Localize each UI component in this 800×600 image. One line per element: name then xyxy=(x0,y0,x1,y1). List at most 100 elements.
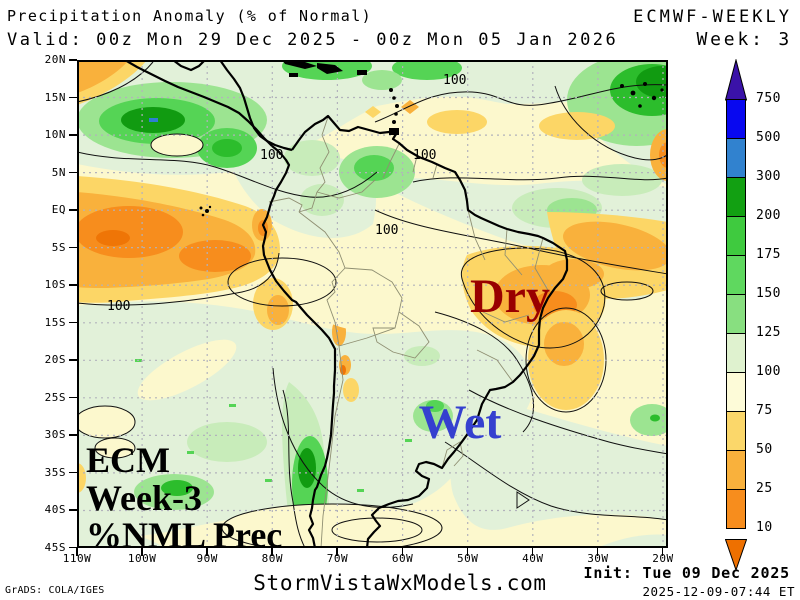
pale-yellow-patches xyxy=(77,133,445,548)
lon-tick-70W xyxy=(336,548,338,556)
page-title: Precipitation Anomaly (% of Normal) xyxy=(7,7,373,25)
colorbar-segment-9 xyxy=(726,450,746,490)
country-borders xyxy=(268,116,550,548)
colorbar-segment-4 xyxy=(726,255,746,295)
watermark-line1: ECM xyxy=(86,440,170,480)
lat-label-25S: 25S xyxy=(44,390,66,404)
lon-label-80W: 80W xyxy=(261,552,284,565)
lat-tick-15N xyxy=(69,96,77,99)
lat-label-20N: 20N xyxy=(44,53,66,66)
lat-tick-30S xyxy=(69,434,77,436)
contour-label-100: 100 xyxy=(443,73,466,88)
lat-tick-10S xyxy=(69,284,77,286)
orange-anomaly-blobs xyxy=(77,60,668,493)
lon-tick-60W xyxy=(401,548,404,556)
lon-label-50W: 50W xyxy=(456,552,479,565)
lat-label-35S: 35S xyxy=(44,465,66,479)
colorbar-label-50: 50 xyxy=(756,442,773,457)
lat-tick-20S xyxy=(69,359,77,361)
contour-label-100: 100 xyxy=(413,148,436,163)
lon-tick-20W xyxy=(661,548,664,556)
contour-lines xyxy=(77,61,668,548)
lat-label-15N: 15N xyxy=(44,90,66,104)
lon-tick-80W xyxy=(271,548,273,556)
colorbar-segment-10 xyxy=(726,489,746,529)
lon-tick-110W xyxy=(76,548,78,556)
init-time: Init: Tue 09 Dec 2025 xyxy=(583,564,790,582)
grads-credit: GrADS: COLA/IGES xyxy=(5,585,105,596)
watermark: ECM Week-3 %NML Prec xyxy=(86,440,282,548)
lat-label-40S: 40S xyxy=(44,503,66,517)
colorbar-label-175: 175 xyxy=(756,247,781,262)
site-branding: StormVistaWxModels.com xyxy=(253,571,547,595)
lon-label-20W: 20W xyxy=(652,552,674,565)
colorbar-segment-8 xyxy=(726,411,746,451)
lat-tick-15S xyxy=(69,321,77,324)
colorbar-bottom-arrow xyxy=(725,539,747,571)
lon-label-110W: 110W xyxy=(62,552,92,565)
lat-label-10S: 10S xyxy=(44,278,66,292)
colorbar-label-750: 750 xyxy=(756,91,781,106)
lat-tick-5N xyxy=(69,171,77,174)
model-name: ECMWF-WEEKLY xyxy=(633,7,792,27)
wet-annotation: Wet xyxy=(419,396,502,449)
colorbar-label-200: 200 xyxy=(756,208,781,223)
lat-tick-10N xyxy=(69,134,77,136)
colorbar-label-75: 75 xyxy=(756,403,773,418)
gridlines xyxy=(77,60,668,548)
colorbar-segment-7 xyxy=(726,372,746,412)
colorbar-label-10: 10 xyxy=(756,520,773,535)
colorbar-segment-2 xyxy=(726,177,746,217)
colorbar-bottom-arrow-shape xyxy=(725,539,747,571)
lon-label-90W: 90W xyxy=(196,552,218,565)
lon-tick-40W xyxy=(531,548,534,556)
colorbar-label-100: 100 xyxy=(756,364,781,379)
lat-label-30S: 30S xyxy=(44,428,66,442)
lat-label-15S: 15S xyxy=(44,315,66,329)
week-number: Week: 3 xyxy=(696,29,792,50)
contour-label-100: 100 xyxy=(107,299,130,314)
colorbar-label-300: 300 xyxy=(756,169,781,184)
lon-label-100W: 100W xyxy=(127,552,157,565)
lat-label-20S: 20S xyxy=(44,353,66,367)
lon-label-60W: 60W xyxy=(391,552,414,565)
creation-timestamp: 2025-12-09-07:44 ET xyxy=(642,584,795,599)
lon-tick-100W xyxy=(141,548,143,556)
lon-label-40W: 40W xyxy=(522,552,544,565)
colorbar-top-arrow xyxy=(725,59,747,101)
colorbar-segment-6 xyxy=(726,333,746,373)
lat-tick-45S xyxy=(69,546,77,549)
lat-tick-35S xyxy=(69,471,77,474)
map-frame xyxy=(77,60,668,548)
lon-label-70W: 70W xyxy=(326,552,349,565)
contour-value-labels: 100 100 100 100 100 xyxy=(107,73,466,314)
lat-tick-25S xyxy=(69,396,77,399)
contour-label-100: 100 xyxy=(260,148,283,163)
colorbar-label-150: 150 xyxy=(756,286,781,301)
lat-tick-5S xyxy=(69,246,77,249)
colorbar-segment-1 xyxy=(726,138,746,178)
lat-tick-20N xyxy=(69,59,77,61)
islands xyxy=(199,60,664,217)
colorbar-segment-3 xyxy=(726,216,746,256)
precipitation-anomaly-map: 100 100 100 100 100 Dry Wet ECM Week-3 %… xyxy=(77,60,668,548)
valid-period: Valid: 00z Mon 29 Dec 2025 - 00z Mon 05 … xyxy=(7,30,619,50)
watermark-line3: %NML Prec xyxy=(86,515,282,548)
colorbar-segment-0 xyxy=(726,99,746,139)
dry-annotation: Dry xyxy=(470,270,550,323)
watermark-line2: Week-3 xyxy=(86,478,202,518)
colorbar-label-25: 25 xyxy=(756,481,773,496)
colorbar-label-125: 125 xyxy=(756,325,781,340)
contour-label-100: 100 xyxy=(375,223,398,238)
colorbar-segment-5 xyxy=(726,294,746,334)
lon-tick-50W xyxy=(466,548,469,556)
lon-tick-30W xyxy=(596,548,599,556)
lat-label-EQ: EQ xyxy=(51,203,66,217)
lat-label-5N: 5N xyxy=(51,165,66,179)
lat-label-10N: 10N xyxy=(44,128,66,142)
lat-label-5S: 5S xyxy=(51,240,66,254)
lon-tick-90W xyxy=(206,548,208,556)
colorbar-top-arrow-shape xyxy=(725,59,747,101)
colorbar-legend: 750 500 300 200 175 150 125 100 75 50 25 10 xyxy=(723,58,795,571)
